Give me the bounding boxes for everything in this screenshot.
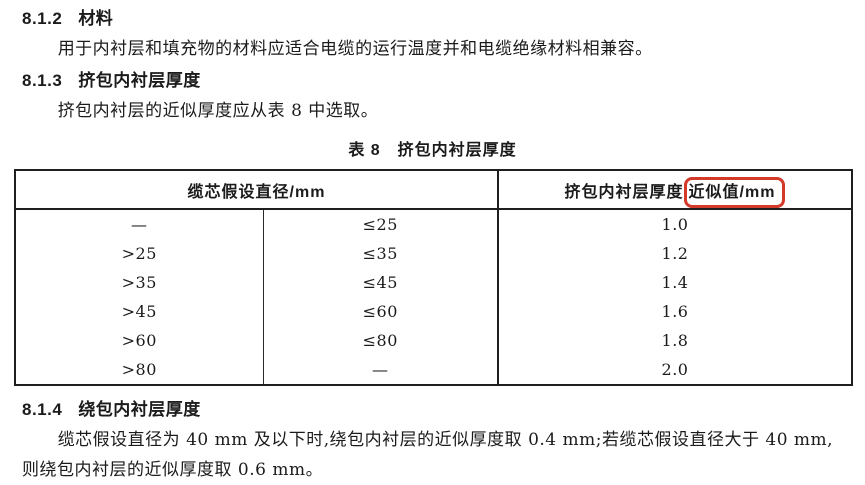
cell-diameter-max: ≤25 — [263, 209, 499, 239]
cell-thickness-value: 1.2 — [661, 244, 689, 263]
cell-diameter-max: ≤80 — [263, 326, 499, 355]
header-cell-thickness: 挤包内衬层厚度 近似值/mm — [498, 170, 852, 210]
section-heading-814: 8.1.4 绕包内衬层厚度 — [22, 397, 843, 423]
section-number: 8.1.2 — [22, 9, 63, 28]
cell-thickness-value: 2.0 — [661, 360, 689, 379]
cell-diameter-min: >35 — [15, 268, 264, 297]
table-row: >45 ≤60 1.6 — [15, 297, 852, 326]
cell-thickness-value: 1.8 — [661, 331, 689, 350]
cell-diameter-min: >60 — [15, 326, 264, 355]
paragraph-extruded-thickness: 挤包内衬层的近似厚度应从表 8 中选取。 — [57, 101, 379, 121]
header-cell-diameter: 缆芯假设直径/mm — [15, 170, 499, 210]
cell-diameter-min: — — [15, 209, 264, 239]
table-row: >60 ≤80 1.8 — [15, 326, 852, 355]
cell-diameter-min: >25 — [15, 239, 264, 268]
table-row: >25 ≤35 1.2 — [15, 239, 852, 268]
cell-thickness-value: 1.0 — [661, 215, 689, 234]
table-row: >80 — 2.0 — [15, 355, 852, 385]
red-annotation-box: 近似值/mm — [683, 176, 786, 208]
paragraph-lapped-thickness: 缆芯假设直径为 40 mm 及以下时,绕包内衬层的近似厚度取 0.4 mm;若缆… — [22, 430, 834, 480]
cell-diameter-min: >45 — [15, 297, 264, 326]
section-number: 8.1.3 — [22, 71, 63, 90]
section-heading-812: 8.1.2 材料 — [22, 6, 843, 32]
section-title: 绕包内衬层厚度 — [78, 400, 201, 419]
cell-diameter-max: ≤45 — [263, 268, 499, 297]
table-caption: 表 8 挤包内衬层厚度 — [348, 142, 517, 159]
cell-diameter-max: ≤35 — [263, 239, 499, 268]
section-title: 挤包内衬层厚度 — [78, 71, 201, 90]
thickness-table: 缆芯假设直径/mm 挤包内衬层厚度 近似值/mm — ≤25 1.0 >25 ≤3… — [14, 169, 853, 386]
section-title: 材料 — [78, 9, 114, 28]
table-row: — ≤25 1.0 — [15, 209, 852, 239]
section-heading-813: 8.1.3 挤包内衬层厚度 — [22, 68, 843, 94]
cell-diameter-min: >80 — [15, 355, 264, 385]
header-thickness-prefix: 挤包内衬层厚度 — [564, 183, 684, 201]
cell-thickness-value: 1.4 — [661, 273, 689, 292]
paragraph-materials: 用于内衬层和填充物的材料应适合电缆的运行温度并和电缆绝缘材料相兼容。 — [57, 39, 653, 59]
table-header-row: 缆芯假设直径/mm 挤包内衬层厚度 近似值/mm — [15, 170, 852, 210]
table-row: >35 ≤45 1.4 — [15, 268, 852, 297]
section-number: 8.1.4 — [22, 400, 63, 419]
cell-thickness-value: 1.6 — [661, 302, 689, 321]
cell-diameter-max: — — [263, 355, 499, 385]
cell-diameter-max: ≤60 — [263, 297, 499, 326]
